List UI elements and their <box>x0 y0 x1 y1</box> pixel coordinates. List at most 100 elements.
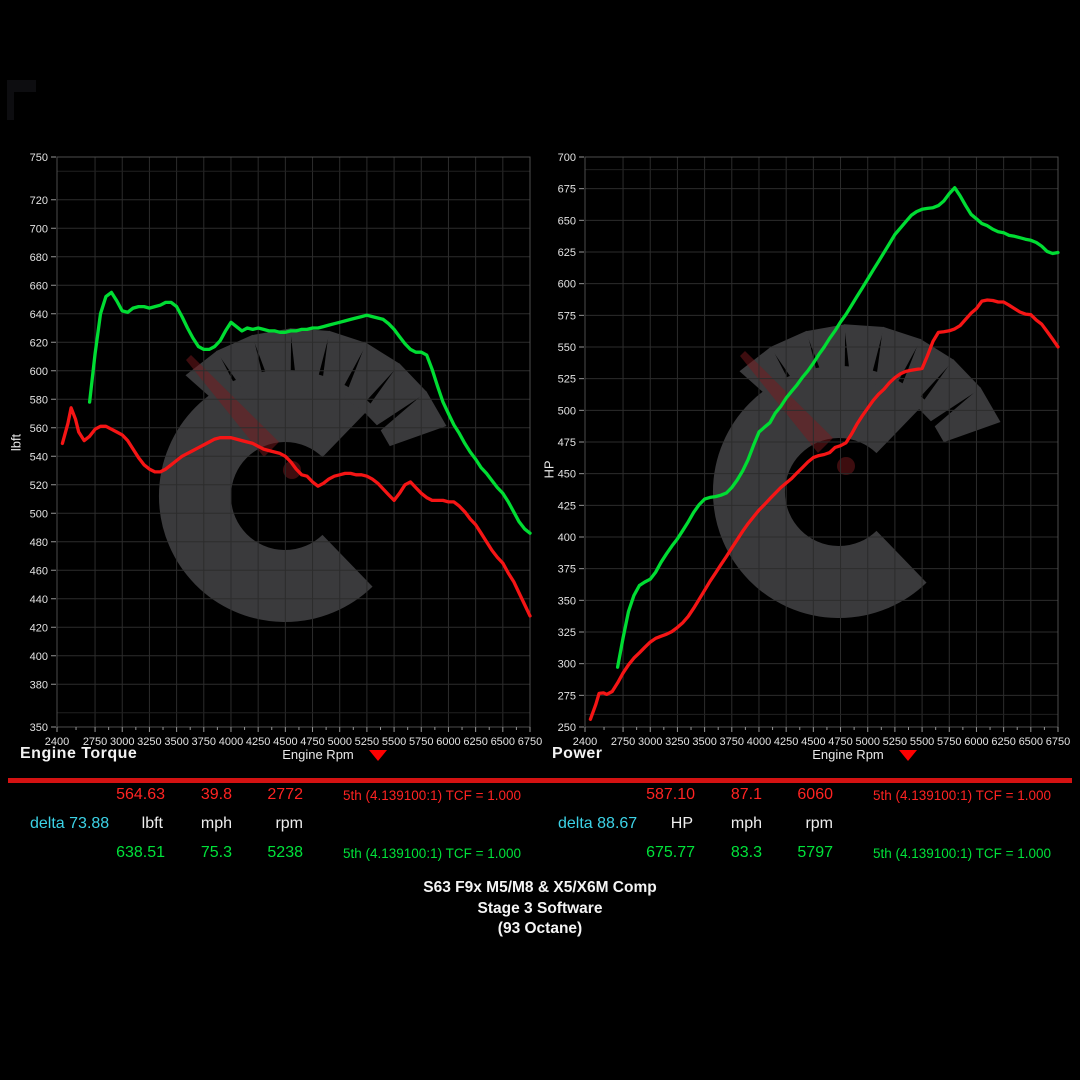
gauge-tick-wedge <box>875 326 922 393</box>
y-tick-label: 520 <box>30 480 48 492</box>
y-tick-label: 475 <box>558 437 576 449</box>
tuned-run-curve <box>87 290 532 535</box>
tuned-run-curve <box>615 186 1060 669</box>
power-peak-value-red: 587.10 <box>646 786 695 803</box>
x-tick-label: 4500 <box>273 736 297 748</box>
rpm-unit: rpm <box>805 815 833 832</box>
gauge-tick-wedge <box>321 330 368 397</box>
y-tick-label: 300 <box>558 659 576 671</box>
x-tick-label: 6250 <box>463 736 487 748</box>
y-tick-label: 680 <box>30 252 48 264</box>
torque-rpm-cursor-icon[interactable] <box>369 750 387 761</box>
x-tick-label: 3000 <box>638 736 662 748</box>
power-peak-value-green: 675.77 <box>646 844 695 861</box>
speed-unit: mph <box>200 815 232 832</box>
axis-tick-labels: 2400 2750 3000 3250 3500 3750 4000 4250 4500 4750… <box>30 152 543 748</box>
y-tick-label: 400 <box>558 532 576 544</box>
y-tick-label: 480 <box>30 537 48 549</box>
y-tick-label: 600 <box>30 366 48 378</box>
x-tick-label: 4750 <box>300 736 324 748</box>
power-unit: HP <box>670 815 693 832</box>
y-tick-label: 700 <box>558 152 576 164</box>
y-tick-label: 250 <box>558 722 576 734</box>
power-rpm-cursor-icon[interactable] <box>899 750 917 761</box>
baseline-run-curve <box>588 298 1060 721</box>
x-tick-label: 5250 <box>355 736 379 748</box>
x-tick-label: 3250 <box>665 736 689 748</box>
x-tick-label: 5500 <box>382 736 406 748</box>
grid <box>57 157 531 727</box>
power-delta: delta 88.67 <box>558 815 637 833</box>
gauge-tick-wedge <box>344 342 401 409</box>
x-tick-label: 5000 <box>327 736 351 748</box>
x-tick-label: 6500 <box>491 736 515 748</box>
y-tick-label: 700 <box>30 223 48 235</box>
x-tick-label: 5500 <box>910 736 934 748</box>
y-tick-label: 400 <box>30 651 48 663</box>
power-delta-label: delta <box>558 815 593 832</box>
y-tick-label: 350 <box>30 722 48 734</box>
corner-artifact <box>14 80 36 92</box>
gauge-tick-wedge <box>805 324 846 388</box>
power-y-axis-title: HP <box>541 460 557 479</box>
x-tick-label: 3250 <box>137 736 161 748</box>
x-tick-label: 6250 <box>991 736 1015 748</box>
x-tick-label: 5000 <box>855 736 879 748</box>
y-tick-label: 675 <box>558 184 576 196</box>
y-tick-label: 575 <box>558 310 576 322</box>
chart-power: 2400 2750 3000 3250 3500 3750 4000 4250 4500 4750… <box>558 152 1071 748</box>
torque-mph-red: 39.8 <box>200 786 232 803</box>
torque-gear-info-green: 5th (4.139100:1) TCF = 1.000 <box>343 846 521 861</box>
torque-unit: lbft <box>141 815 163 832</box>
y-tick-label: 440 <box>30 594 48 606</box>
x-tick-label: 6000 <box>964 736 988 748</box>
power-rpm-red: 6060 <box>797 786 833 803</box>
x-tick-label: 5750 <box>937 736 961 748</box>
rpm-unit: rpm <box>275 815 303 832</box>
x-tick-label: 2400 <box>573 736 597 748</box>
y-tick-label: 380 <box>30 679 48 691</box>
torque-x-axis-title: Engine Rpm <box>282 747 354 762</box>
red-divider-bar <box>8 778 1072 783</box>
gauge-needle <box>186 355 279 457</box>
gauge-tick-wedge <box>934 387 1001 443</box>
gauge-tick-wedge <box>844 324 885 386</box>
y-tick-label: 660 <box>30 280 48 292</box>
x-tick-label: 5750 <box>409 736 433 748</box>
x-tick-label: 6500 <box>1019 736 1043 748</box>
x-tick-label: 6750 <box>1046 736 1070 748</box>
torque-gear-info-red: 5th (4.139100:1) TCF = 1.000 <box>343 788 521 803</box>
torque-rpm-red: 2772 <box>267 786 303 803</box>
x-tick-label: 4000 <box>219 736 243 748</box>
y-tick-label: 580 <box>30 394 48 406</box>
power-mph-green: 83.3 <box>730 844 762 861</box>
torque-rpm-green: 5238 <box>267 844 303 861</box>
axis-tick-labels: 2400 2750 3000 3250 3500 3750 4000 4250 4500 4750… <box>558 152 1071 748</box>
gauge-logo-watermark <box>712 324 1001 618</box>
x-tick-label: 4500 <box>801 736 825 748</box>
power-gear-info-green: 5th (4.139100:1) TCF = 1.000 <box>873 846 1051 861</box>
y-tick-label: 540 <box>30 451 48 463</box>
torque-chart-title: Engine Torque <box>20 745 138 762</box>
x-tick-label: 3000 <box>110 736 134 748</box>
gauge-tick-wedge <box>898 338 955 405</box>
y-tick-label: 560 <box>30 423 48 435</box>
y-tick-label: 620 <box>30 337 48 349</box>
grid <box>585 157 1059 727</box>
torque-delta: delta 73.88 <box>30 815 109 833</box>
y-tick-label: 650 <box>558 215 576 227</box>
x-tick-label: 3500 <box>164 736 188 748</box>
y-tick-label: 420 <box>30 622 48 634</box>
gauge-tick-wedge <box>251 328 292 392</box>
y-tick-label: 600 <box>558 279 576 291</box>
axis-ticks <box>579 156 1059 732</box>
y-tick-label: 525 <box>558 374 576 386</box>
x-tick-label: 3750 <box>720 736 744 748</box>
y-tick-label: 640 <box>30 309 48 321</box>
run-title-line-1: S63 F9x M5/M8 & X5/X6M Comp <box>423 879 657 896</box>
y-tick-label: 500 <box>558 405 576 417</box>
y-tick-label: 450 <box>558 469 576 481</box>
power-rpm-green: 5797 <box>797 844 833 861</box>
